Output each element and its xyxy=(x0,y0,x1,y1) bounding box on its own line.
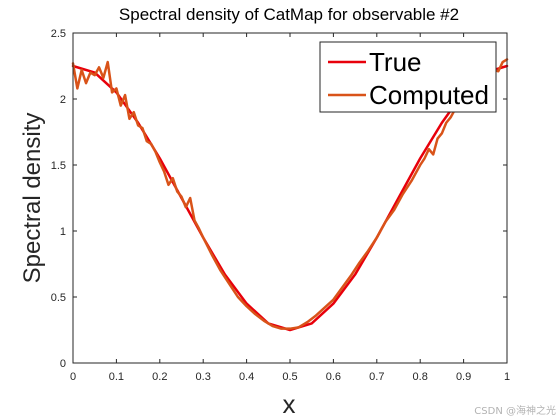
x-tick-label: 0.4 xyxy=(239,371,254,383)
x-tick-label: 0.3 xyxy=(196,371,211,383)
x-tick-label: 0.9 xyxy=(456,371,471,383)
y-tick-label: 0 xyxy=(60,358,66,370)
chart-title: Spectral density of CatMap for observabl… xyxy=(119,5,459,24)
y-tick-label: 2 xyxy=(60,94,66,106)
series-line-computed xyxy=(71,58,509,330)
legend-label-true: True xyxy=(369,47,422,77)
y-axis: 0 0.5 1 1.5 2 2.5 xyxy=(51,28,507,370)
legend-label-computed: Computed xyxy=(369,80,489,110)
y-tick-label: 0.5 xyxy=(51,292,66,304)
x-tick-label: 0.7 xyxy=(369,371,384,383)
x-tick-label: 0.2 xyxy=(152,371,167,383)
x-tick-label: 1 xyxy=(504,371,510,383)
series-layer xyxy=(71,58,509,332)
x-tick-label: 0.8 xyxy=(413,371,428,383)
y-tick-label: 1.5 xyxy=(51,160,66,172)
y-axis-label: Spectral density xyxy=(19,113,46,284)
x-tick-label: 0.6 xyxy=(326,371,341,383)
y-tick-label: 2.5 xyxy=(51,28,66,40)
watermark: CSDN @海神之光 xyxy=(474,404,556,417)
x-tick-label: 0.5 xyxy=(282,371,297,383)
y-tick-label: 1 xyxy=(60,226,66,238)
legend-box xyxy=(319,41,497,113)
x-axis-label: x xyxy=(283,389,296,419)
x-tick-label: 0 xyxy=(70,371,76,383)
legend: True Computed xyxy=(319,41,497,113)
x-axis: 0 0.1 0.2 0.3 0.4 0.5 0.6 0.7 0.8 0.9 1 xyxy=(70,33,510,383)
x-tick-label: 0.1 xyxy=(109,371,124,383)
